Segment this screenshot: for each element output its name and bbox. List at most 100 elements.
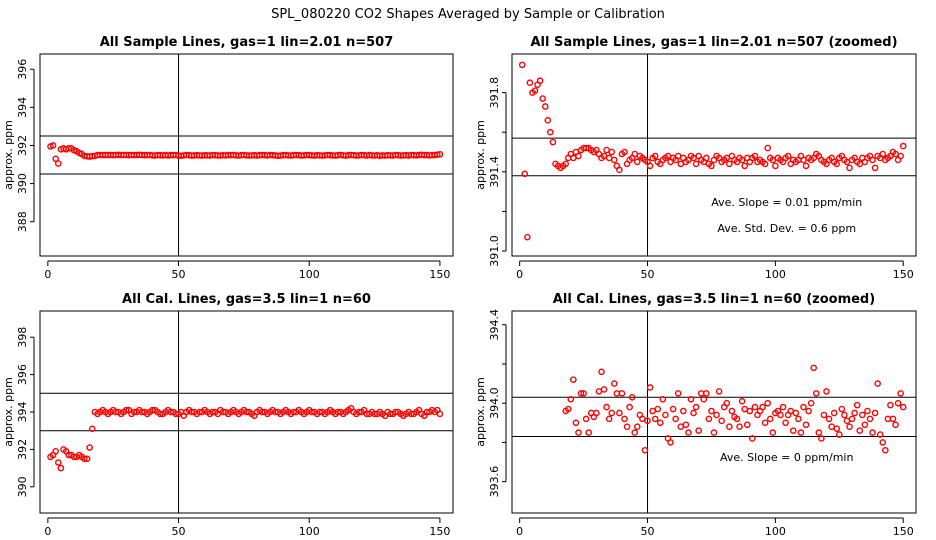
data-point [536, 77, 544, 85]
data-point [544, 117, 552, 124]
x-tick-label: 0 [516, 525, 523, 538]
data-point [851, 409, 858, 417]
data-point [728, 407, 736, 415]
data-point [626, 403, 633, 411]
panel-sample-lines-zoomed: All Sample Lines, gas=1 lin=2.01 n=507 (… [474, 35, 917, 281]
data-point [646, 162, 654, 170]
data-point [685, 429, 692, 436]
y-axis-label: approx. ppm [474, 377, 487, 447]
data-point [705, 415, 713, 423]
chart-title: All Cal. Lines, gas=3.5 lin=1 n=60 [122, 292, 371, 307]
data-point [526, 79, 534, 87]
data-point [582, 415, 590, 423]
data-point [518, 61, 526, 69]
data-point [833, 160, 841, 168]
data-point [899, 142, 907, 150]
data-point [547, 128, 554, 136]
data-point [718, 417, 725, 425]
data-point [659, 395, 667, 403]
data-point [86, 444, 93, 451]
data-point [848, 415, 856, 423]
data-point [879, 439, 887, 446]
y-tick-label: 396 [16, 59, 29, 80]
data-point [662, 411, 669, 419]
data-point [616, 409, 623, 417]
data-point [887, 401, 894, 409]
data-point [833, 425, 841, 432]
data-point [841, 411, 848, 419]
data-point [807, 399, 815, 407]
data-point [633, 423, 641, 431]
data-point [575, 152, 582, 160]
plot-frame [511, 53, 917, 257]
y-tick-label: 391.4 [488, 156, 501, 188]
data-point [654, 405, 662, 413]
panel-cal-lines-zoomed: All Cal. Lines, gas=3.5 lin=1 n=60 (zoom… [474, 292, 917, 538]
data-point [795, 415, 802, 423]
x-tick-label: 0 [44, 268, 51, 281]
data-point [608, 148, 616, 156]
data-point [723, 399, 731, 407]
x-tick-label: 100 [765, 525, 786, 538]
data-point [789, 427, 797, 434]
data-point [621, 415, 628, 423]
data-point [797, 429, 805, 436]
data-point [859, 411, 866, 419]
annotation: Ave. Std. Dev. = 0.6 ppm [717, 222, 856, 235]
data-point [715, 388, 723, 395]
data-point [713, 411, 720, 419]
data-point [825, 415, 833, 423]
data-point [628, 393, 636, 401]
data-point [738, 397, 746, 405]
data-point [690, 409, 697, 417]
data-point [761, 160, 769, 168]
annotation: Ave. Slope = 0.01 ppm/min [711, 196, 862, 209]
x-tick-label: 100 [299, 268, 320, 281]
data-point [810, 364, 818, 372]
data-point [772, 162, 779, 170]
data-point [631, 429, 639, 436]
data-point [764, 399, 771, 407]
data-point [610, 156, 618, 164]
data-point [861, 421, 869, 429]
data-point [52, 447, 59, 455]
data-point [703, 154, 710, 162]
y-tick-label: 394.4 [488, 309, 501, 341]
y-tick-label: 394.0 [488, 387, 501, 419]
y-tick-label: 390 [16, 476, 29, 497]
data-point [608, 409, 616, 417]
x-tick-label: 50 [641, 525, 655, 538]
data-point [54, 160, 62, 167]
data-point [585, 429, 593, 436]
plot-frame [511, 310, 917, 514]
y-tick-label: 396 [16, 364, 29, 385]
data-point [81, 455, 88, 463]
data-point [680, 407, 687, 415]
data-point [570, 376, 577, 383]
data-point [726, 423, 733, 431]
data-point [818, 435, 825, 442]
data-point [726, 160, 733, 168]
data-point [777, 411, 784, 419]
x-tick-label: 150 [429, 525, 450, 538]
data-point [577, 390, 585, 397]
data-point [746, 407, 754, 415]
data-point [669, 405, 677, 413]
data-point [749, 435, 756, 442]
data-point [802, 162, 810, 170]
x-tick-label: 150 [893, 268, 914, 281]
data-point [52, 155, 59, 163]
data-point [700, 395, 708, 403]
y-tick-label: 391.8 [488, 77, 501, 109]
data-point [761, 419, 769, 427]
data-point [892, 421, 899, 429]
data-point [846, 423, 853, 431]
data-point [692, 403, 700, 411]
y-tick-label: 393.6 [488, 466, 501, 498]
data-point [743, 421, 751, 429]
data-point [897, 390, 904, 397]
data-point [657, 419, 664, 427]
data-point [651, 152, 659, 160]
y-tick-label: 391.0 [488, 235, 501, 266]
